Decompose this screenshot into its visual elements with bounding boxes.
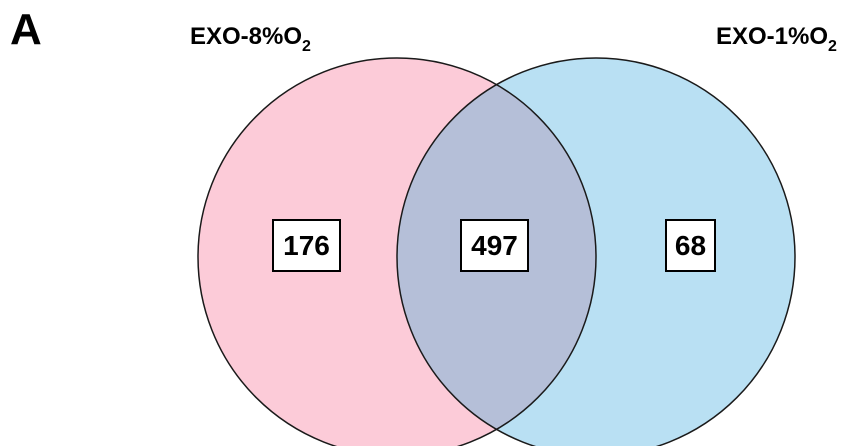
- set-label-right-subscript: 2: [828, 38, 837, 55]
- count-right-only-box: [665, 219, 716, 272]
- count-left-only-value: 176: [283, 230, 330, 261]
- set-label-right-main: EXO-1%O: [716, 23, 828, 50]
- set-label-left-main: EXO-8%O: [190, 23, 302, 50]
- set-label-right: EXO-1%O2: [716, 23, 837, 55]
- count-intersection-box: [460, 219, 529, 272]
- set-circle-right-outline: [396, 57, 796, 446]
- overlap-region: [397, 58, 596, 446]
- count-intersection-value: 497: [471, 230, 518, 261]
- count-left-only-box: [272, 219, 341, 272]
- panel-label: A: [10, 5, 42, 54]
- set-label-left-subscript: 2: [302, 38, 311, 55]
- set-label-left: EXO-8%O2: [190, 23, 311, 55]
- count-right-only: 68: [665, 219, 716, 272]
- set-circle-left-outline: [197, 57, 597, 446]
- count-right-only-value: 68: [675, 230, 706, 261]
- count-intersection: 497: [460, 219, 529, 272]
- count-left-only: 176: [272, 219, 341, 272]
